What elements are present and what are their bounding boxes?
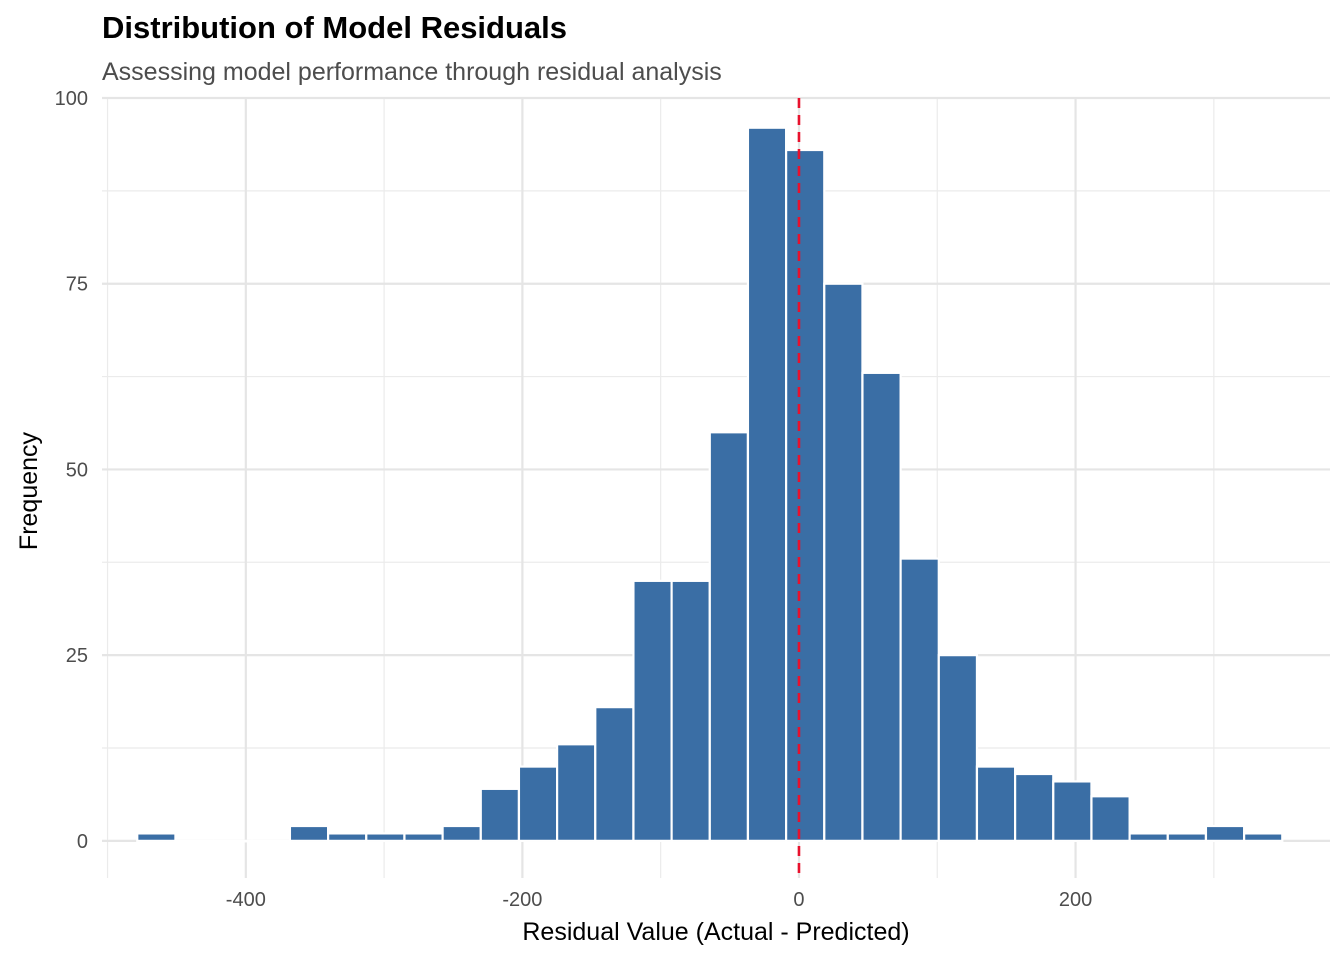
histogram-bar [556, 743, 597, 842]
y-axis-ticks: 0 25 50 75 100 [55, 88, 88, 853]
histogram-bar [746, 126, 788, 842]
histogram-bar [1166, 832, 1208, 842]
histogram-bar [632, 579, 673, 842]
x-tick-label: -400 [226, 889, 266, 911]
y-axis-label: Frequency [15, 431, 43, 550]
x-tick-label: 0 [793, 889, 804, 911]
y-tick-label: 0 [77, 831, 88, 853]
histogram-bar [785, 148, 826, 842]
histogram-bars [136, 126, 1284, 843]
histogram-bar [441, 824, 482, 842]
histogram-bar [288, 824, 330, 842]
histogram-bar [1243, 832, 1284, 842]
histogram-bar [975, 765, 1017, 842]
y-tick-label: 25 [66, 645, 88, 667]
histogram-bar [823, 282, 864, 842]
histogram-bar [1090, 795, 1131, 842]
y-tick-label: 50 [66, 459, 88, 481]
x-axis-ticks: -400 -200 0 200 [226, 889, 1092, 911]
histogram-bar [174, 839, 215, 843]
histogram-bar [1014, 772, 1055, 842]
histogram-bar [479, 787, 521, 842]
histogram-bar [212, 839, 253, 843]
histogram-bar [899, 557, 940, 842]
chart-subtitle: Assessing model performance through resi… [102, 58, 722, 86]
histogram-bar [1052, 780, 1093, 842]
histogram-bar [1128, 832, 1169, 842]
x-axis-label: Residual Value (Actual - Predicted) [522, 918, 909, 946]
x-tick-label: -200 [502, 889, 542, 911]
histogram-bar [136, 832, 177, 842]
histogram-bar [670, 579, 711, 842]
histogram-bar [937, 654, 979, 842]
histogram-bar [250, 839, 292, 843]
histogram-bar [327, 832, 368, 842]
histogram-bar [1204, 824, 1246, 842]
histogram-bar [403, 832, 444, 842]
y-tick-label: 100 [55, 88, 88, 110]
histogram-bar [365, 832, 406, 842]
chart-title: Distribution of Model Residuals [102, 10, 568, 45]
histogram-bar [517, 765, 559, 842]
histogram-bar [861, 371, 902, 842]
histogram-bar [708, 431, 750, 842]
y-tick-label: 75 [66, 274, 88, 296]
histogram-bar [594, 706, 635, 842]
x-tick-label: 200 [1059, 889, 1092, 911]
